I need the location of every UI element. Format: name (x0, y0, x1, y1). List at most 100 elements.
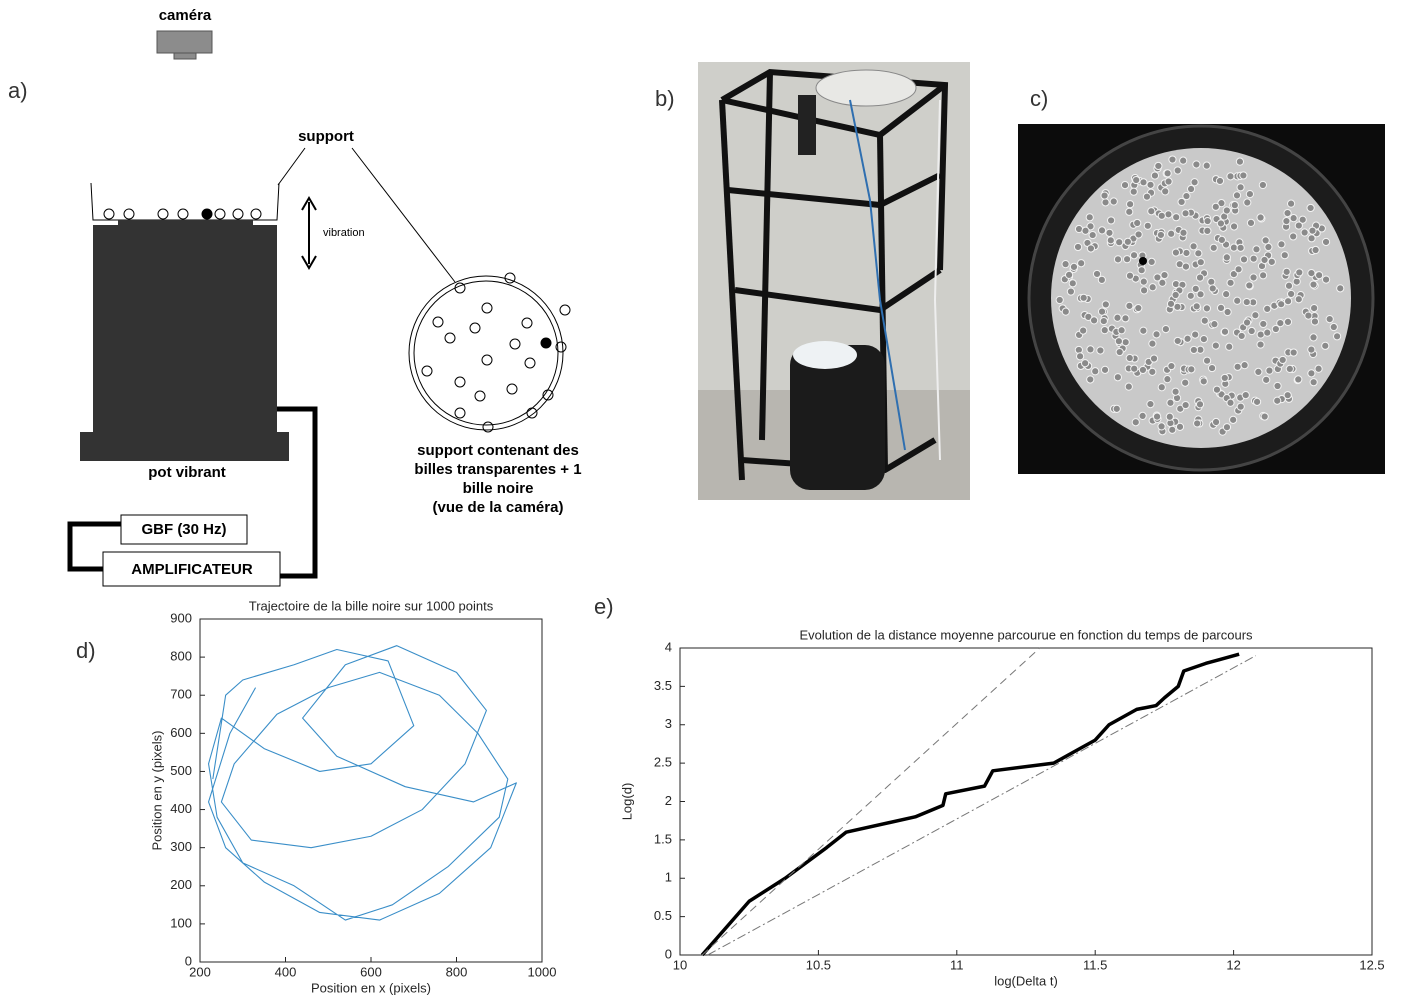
bead (1216, 303, 1226, 312)
bead (1150, 171, 1160, 180)
bead (1068, 279, 1077, 288)
bead (1321, 341, 1330, 350)
bead (1229, 222, 1239, 231)
top-view-caption: billes transparentes + 1 (414, 461, 581, 478)
bead (1117, 326, 1126, 335)
vibration-label: vibration (323, 227, 365, 239)
bead (1115, 347, 1124, 357)
bead (1113, 255, 1123, 264)
bead (1181, 400, 1190, 410)
y-tick-label: 900 (170, 610, 192, 625)
bead (1105, 228, 1114, 237)
bead (1239, 171, 1248, 180)
pointer-line (277, 147, 306, 186)
bead (1168, 155, 1177, 164)
bead (1115, 238, 1124, 247)
bead (1191, 284, 1200, 293)
bead (1166, 398, 1175, 407)
bead (1186, 291, 1195, 300)
bead (1210, 320, 1219, 329)
top-view-caption: bille noire (463, 480, 534, 497)
beads (103, 208, 262, 220)
bead (1125, 301, 1134, 310)
bead (1332, 332, 1342, 341)
bead (1163, 169, 1172, 178)
y-tick-label: 0 (665, 946, 672, 961)
bead (1265, 366, 1274, 375)
bead (1055, 295, 1064, 305)
bead (1336, 284, 1345, 293)
x-tick-label: 200 (189, 964, 211, 979)
amplifier-label: AMPLIFICATEUR (131, 561, 253, 578)
bead (1195, 400, 1205, 409)
chart-title: Evolution de la distance moyenne parcour… (799, 627, 1253, 642)
bead (1209, 243, 1218, 252)
bead (1073, 242, 1083, 252)
bead (1152, 330, 1161, 339)
bead (1277, 300, 1286, 309)
chart-title: Trajectoire de la bille noire sur 1000 p… (249, 598, 494, 613)
bead (1203, 216, 1212, 226)
bead (1148, 283, 1157, 292)
bead (1106, 216, 1116, 225)
bead (1220, 327, 1230, 336)
wires (67, 406, 318, 579)
y-axis-label: Log(d) (619, 783, 634, 821)
bead (1254, 367, 1263, 377)
bead (1126, 200, 1135, 209)
bead (1139, 286, 1149, 295)
bead (1193, 419, 1202, 428)
bead (1173, 166, 1182, 175)
bead (1173, 336, 1182, 346)
bead (1100, 365, 1110, 374)
bead (1217, 199, 1226, 208)
panel-label: b) (655, 86, 675, 111)
bead (1196, 290, 1205, 299)
bead (1222, 290, 1231, 299)
top-view-caption: support contenant des (417, 442, 579, 459)
bead (1233, 362, 1242, 371)
bead (1112, 404, 1121, 413)
bead (1142, 192, 1152, 201)
bead (1061, 260, 1070, 269)
bead (1121, 338, 1130, 347)
bead (1138, 365, 1148, 375)
bead (1081, 226, 1090, 235)
bead (1158, 278, 1167, 287)
x-axis-label: log(Delta t) (994, 973, 1058, 988)
bead (1196, 258, 1205, 267)
bead (1251, 311, 1260, 320)
bead (1282, 216, 1291, 226)
bead (1100, 191, 1109, 200)
bead (1161, 187, 1170, 196)
bead (1239, 255, 1249, 264)
bead (1246, 218, 1256, 227)
bead (1164, 210, 1173, 219)
bead (1229, 243, 1238, 252)
bead (1202, 356, 1212, 365)
bead (1199, 335, 1208, 344)
y-tick-label: 3.5 (654, 678, 672, 693)
y-tick-label: 800 (170, 649, 192, 664)
bead (1099, 316, 1108, 326)
bead (1307, 234, 1316, 243)
x-tick-label: 400 (275, 964, 297, 979)
bead (1273, 381, 1282, 391)
bead (1089, 316, 1099, 325)
bead (1091, 367, 1100, 376)
y-tick-label: 2.5 (654, 755, 672, 770)
y-tick-label: 3 (665, 716, 672, 731)
bead (1234, 265, 1243, 274)
bead (1147, 207, 1156, 216)
bead (1200, 316, 1209, 325)
shaker-body (93, 225, 277, 432)
bead (1123, 237, 1132, 246)
bead (1232, 191, 1242, 200)
bead (1133, 218, 1142, 228)
bead (1329, 322, 1338, 332)
bead (1175, 422, 1185, 431)
bead (1284, 281, 1294, 290)
bead (1306, 203, 1315, 213)
bead (1113, 373, 1122, 382)
x-tick-label: 11.5 (1083, 957, 1107, 972)
